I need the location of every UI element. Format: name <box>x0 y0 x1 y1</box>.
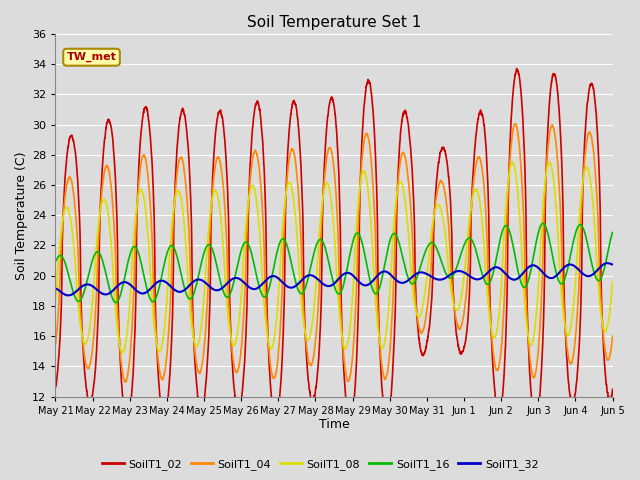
Legend: SoilT1_02, SoilT1_04, SoilT1_08, SoilT1_16, SoilT1_32: SoilT1_02, SoilT1_04, SoilT1_08, SoilT1_… <box>97 455 543 474</box>
Y-axis label: Soil Temperature (C): Soil Temperature (C) <box>15 151 28 279</box>
X-axis label: Time: Time <box>319 419 349 432</box>
Title: Soil Temperature Set 1: Soil Temperature Set 1 <box>247 15 421 30</box>
Text: TW_met: TW_met <box>67 52 116 62</box>
